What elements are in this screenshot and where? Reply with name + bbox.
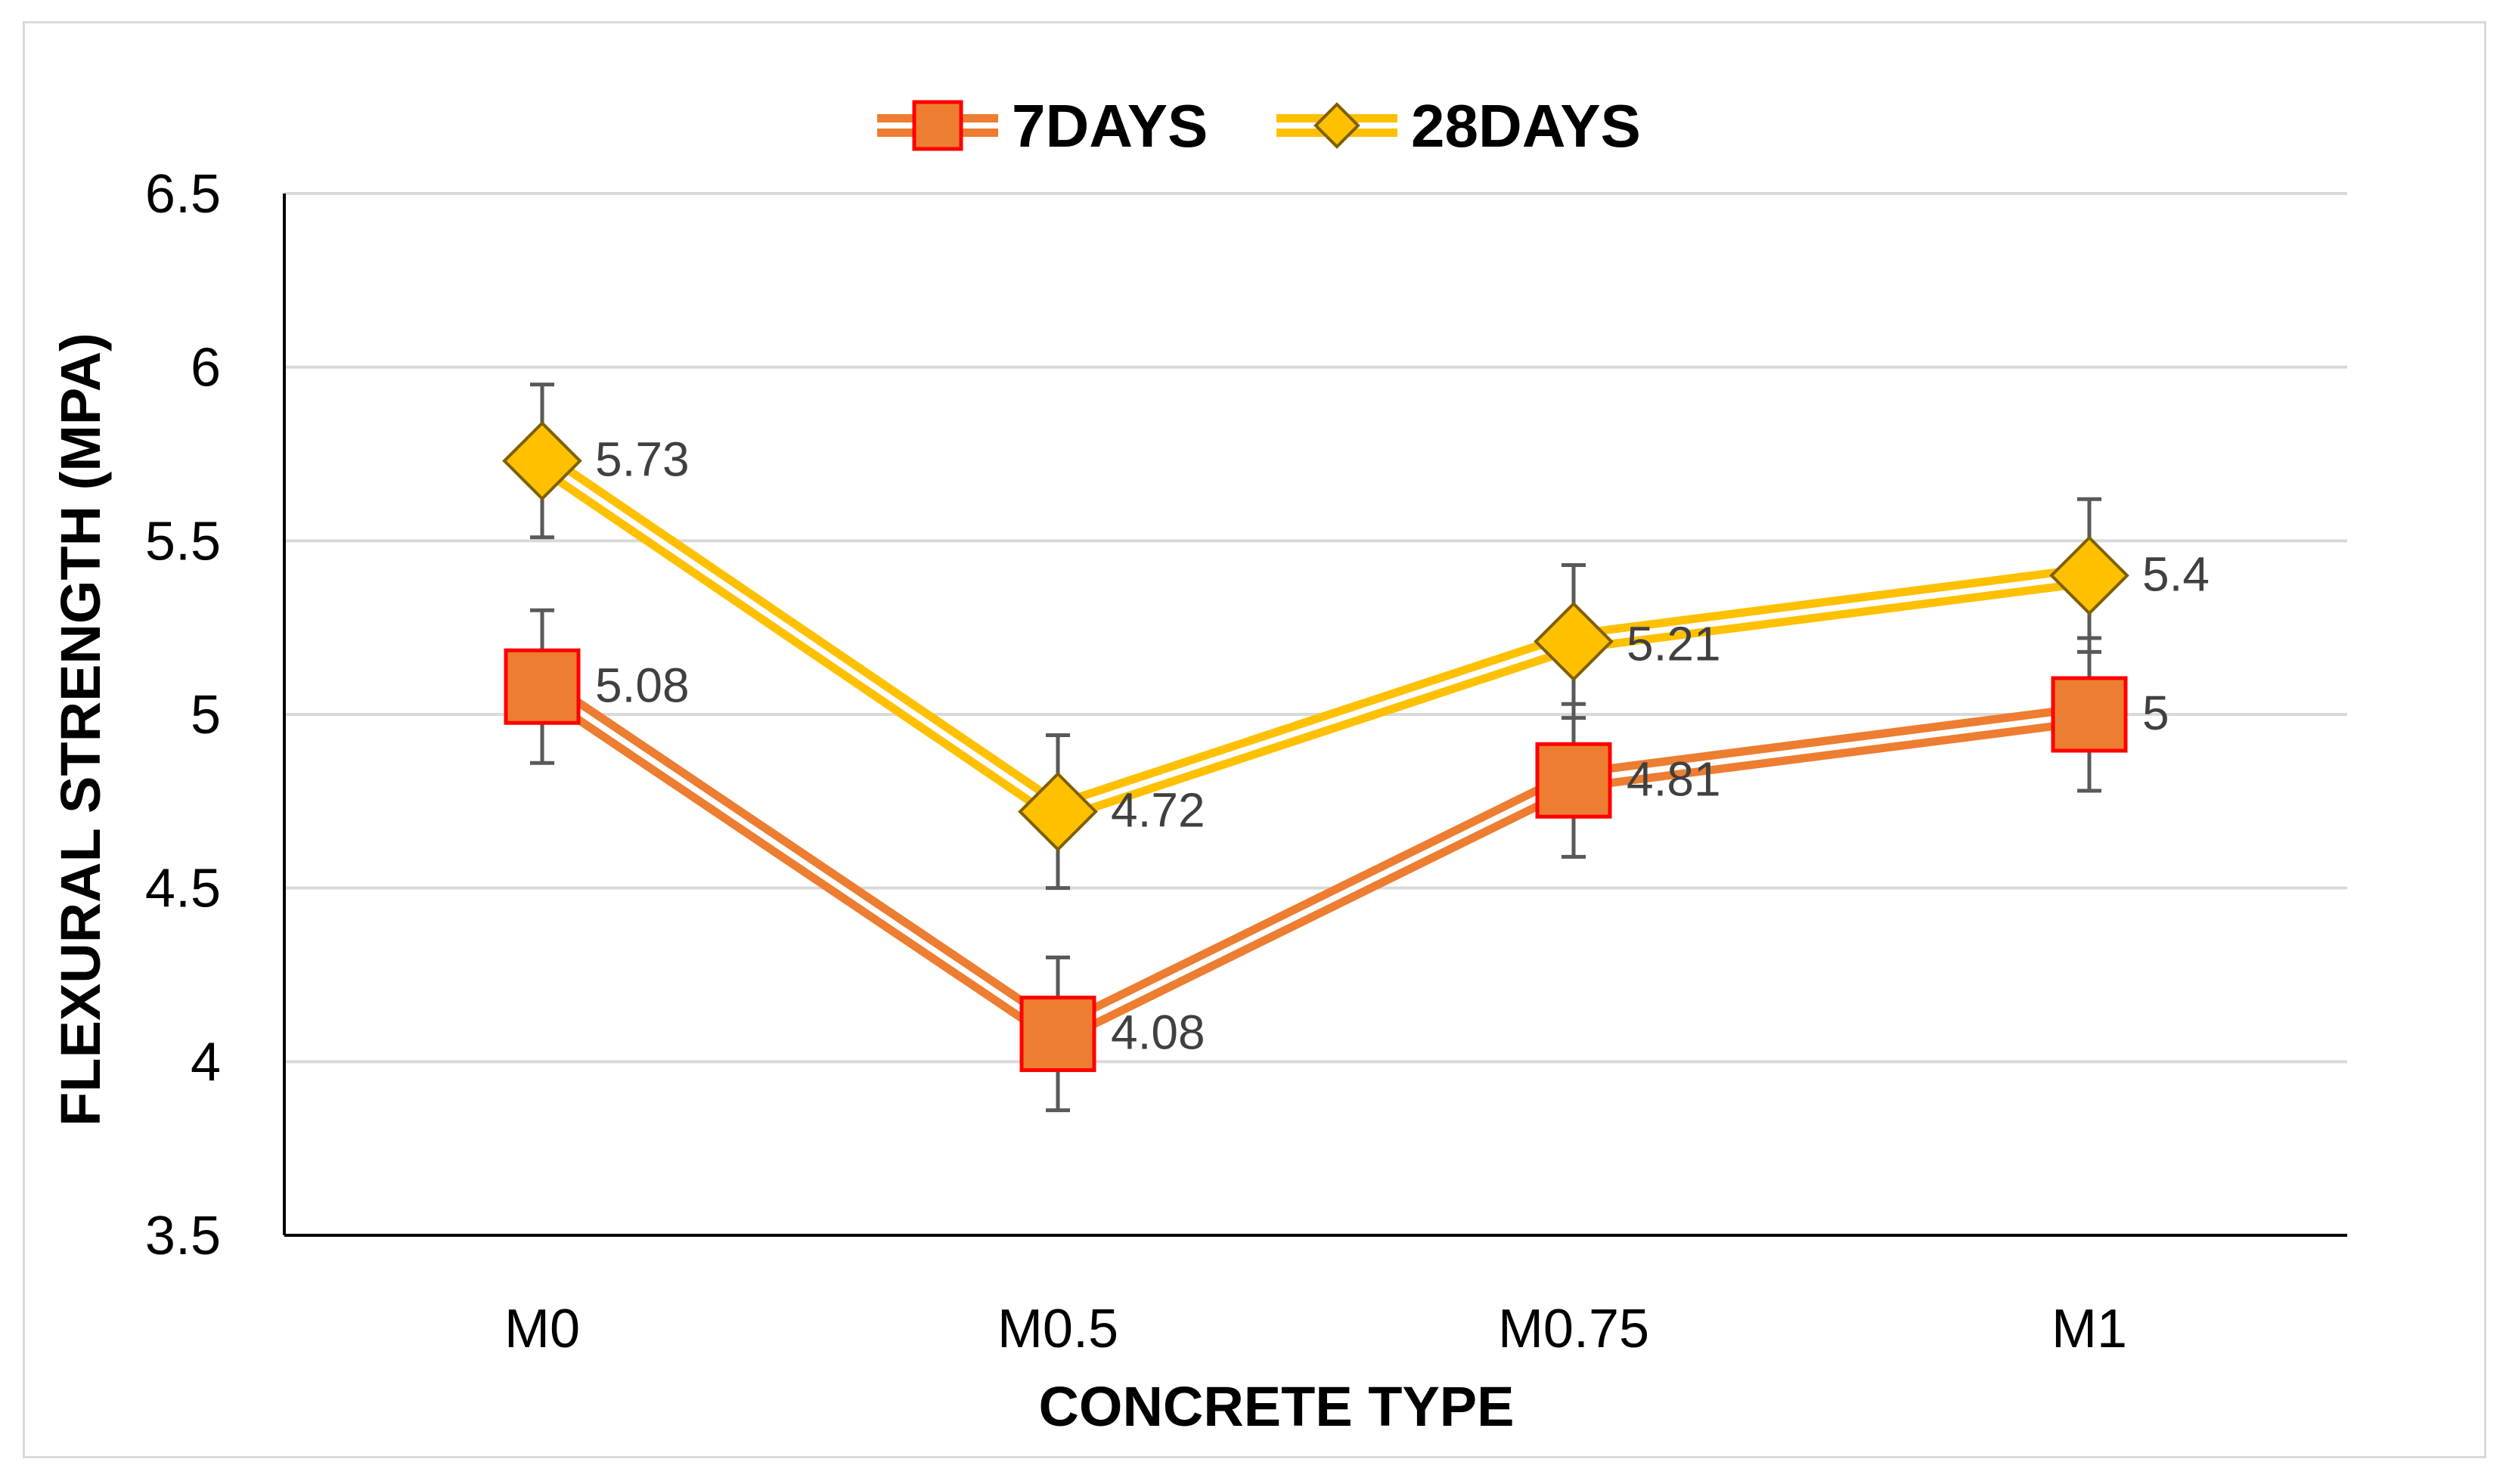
data-labels: 5.08 4.08 4.81 5 5.73 4.72 5.21 5.4 — [595, 432, 2210, 1060]
series — [502, 383, 2129, 1113]
data-point-7days — [1019, 996, 1096, 1073]
legend: 7DAYS 28DAYS — [877, 92, 1641, 160]
data-point-28days — [2049, 535, 2129, 616]
y-tick-label: 6.5 — [145, 164, 221, 225]
gridlines — [284, 192, 2347, 1064]
y-tick-label: 5 — [191, 685, 221, 745]
data-label-7days: 5.08 — [595, 658, 690, 712]
series-line-28days — [535, 451, 2091, 825]
data-label-7days: 4.08 — [1111, 1005, 1205, 1060]
data-label-7days: 5 — [2142, 686, 2169, 740]
y-tick-label: 4.5 — [145, 859, 221, 919]
y-tick-label: 3.5 — [145, 1206, 221, 1266]
legend-marker-28days — [1313, 102, 1360, 149]
data-point-7days — [1535, 742, 1612, 819]
legend-label-28days: 28DAYS — [1411, 92, 1641, 160]
x-tick-label: M0 — [504, 1299, 580, 1359]
legend-label-7days: 7DAYS — [1012, 92, 1208, 160]
x-tick-label: M1 — [2052, 1299, 2127, 1359]
series-line-7days — [535, 677, 2091, 1047]
data-point-7days — [504, 648, 581, 725]
y-tick-label: 5.5 — [145, 511, 221, 572]
data-point-28days — [502, 420, 582, 501]
x-axis-title: CONCRETE TYPE — [1038, 1375, 1514, 1438]
legend-marker-7days — [912, 100, 963, 151]
data-point-7days — [2051, 676, 2128, 753]
data-label-7days: 4.81 — [1627, 751, 1721, 806]
data-label-28days: 5.4 — [2142, 547, 2210, 601]
x-tick-label: M0.5 — [997, 1299, 1118, 1359]
y-axis-title: FLEXURAL STRENGTH (MPA) — [49, 333, 112, 1126]
y-tick-label: 6 — [191, 338, 221, 398]
series-line-7days-inner — [540, 683, 2090, 1038]
axes: 3.5 4 4.5 5 5.5 6 6.5 M0 M0.5 M0.75 M1 — [145, 164, 2347, 1359]
data-point-28days — [1018, 771, 1098, 852]
data-point-28days — [1534, 601, 1614, 682]
data-label-28days: 5.73 — [595, 432, 690, 487]
series-line-28days-inner — [540, 458, 2090, 816]
data-label-28days: 5.21 — [1627, 617, 1721, 671]
data-label-28days: 4.72 — [1111, 783, 1205, 838]
y-tick-label: 4 — [191, 1032, 221, 1092]
x-tick-label: M0.75 — [1498, 1299, 1649, 1359]
